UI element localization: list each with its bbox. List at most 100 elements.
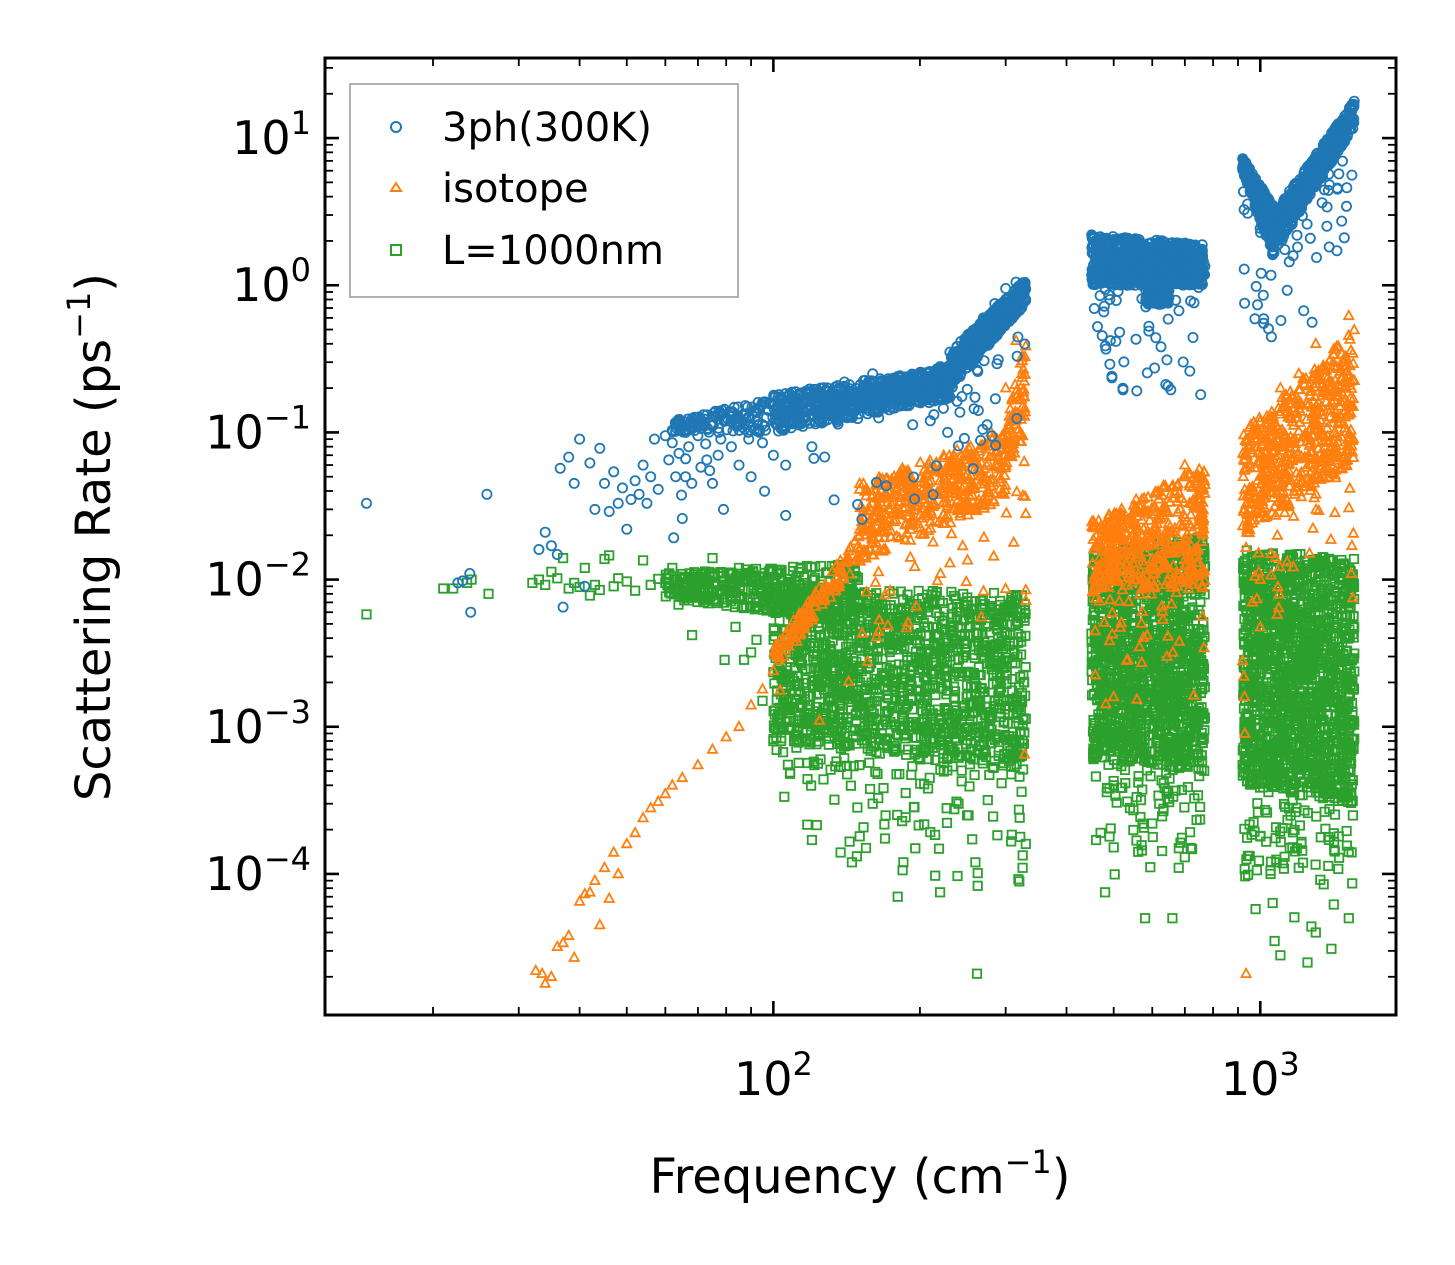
data-point bbox=[845, 690, 856, 702]
data-point bbox=[830, 761, 841, 772]
data-point bbox=[966, 682, 977, 693]
data-point bbox=[818, 774, 829, 785]
data-point bbox=[908, 801, 920, 813]
data-point bbox=[768, 623, 779, 634]
data-point bbox=[791, 595, 802, 606]
data-point bbox=[820, 639, 831, 650]
data-point bbox=[1012, 651, 1023, 662]
data-point bbox=[779, 791, 790, 802]
data-point bbox=[850, 732, 861, 743]
data-point bbox=[999, 626, 1010, 638]
data-point bbox=[777, 675, 788, 686]
data-point bbox=[882, 675, 893, 687]
data-point bbox=[951, 796, 962, 807]
data-point bbox=[1007, 727, 1019, 738]
data-point bbox=[839, 753, 850, 764]
data-point bbox=[971, 628, 982, 640]
data-point bbox=[669, 589, 680, 600]
data-point bbox=[799, 717, 811, 728]
data-point bbox=[719, 654, 730, 666]
data-point bbox=[872, 768, 883, 780]
data-point bbox=[735, 593, 746, 605]
data-point bbox=[871, 588, 882, 599]
data-point bbox=[1019, 727, 1030, 738]
data-point bbox=[802, 757, 813, 769]
data-point bbox=[987, 658, 998, 670]
data-point bbox=[854, 760, 865, 771]
data-point bbox=[802, 715, 813, 727]
data-point bbox=[829, 650, 840, 661]
data-point bbox=[878, 783, 889, 794]
data-point bbox=[674, 571, 686, 582]
data-point bbox=[844, 836, 855, 847]
data-point bbox=[1017, 850, 1028, 861]
data-point bbox=[845, 780, 857, 791]
data-point bbox=[989, 620, 1000, 631]
data-point bbox=[827, 703, 839, 714]
data-point bbox=[1001, 662, 1012, 673]
data-point bbox=[924, 746, 935, 757]
data-point bbox=[974, 699, 985, 710]
data-point bbox=[942, 678, 953, 690]
data-point bbox=[949, 669, 960, 680]
data-point bbox=[1012, 707, 1023, 718]
data-point bbox=[794, 649, 805, 660]
data-point bbox=[972, 868, 983, 879]
data-point bbox=[988, 811, 999, 822]
data-point bbox=[802, 819, 813, 830]
data-point bbox=[848, 730, 859, 741]
data-point bbox=[848, 761, 859, 772]
data-point bbox=[1011, 708, 1022, 719]
data-point bbox=[798, 677, 809, 689]
data-point bbox=[951, 666, 962, 678]
data-point bbox=[999, 753, 1010, 764]
data-point bbox=[988, 762, 999, 774]
data-point bbox=[968, 669, 980, 680]
data-point bbox=[858, 822, 869, 833]
data-point bbox=[961, 729, 973, 740]
data-point bbox=[711, 581, 722, 592]
data-point bbox=[879, 682, 891, 693]
data-point bbox=[924, 772, 935, 783]
data-point bbox=[1015, 671, 1026, 683]
data-point bbox=[822, 684, 833, 696]
data-point bbox=[985, 604, 997, 615]
data-point bbox=[841, 624, 852, 635]
data-point bbox=[952, 639, 963, 650]
data-point bbox=[863, 700, 874, 711]
data-point bbox=[836, 657, 847, 669]
data-point bbox=[930, 870, 941, 881]
data-point bbox=[942, 765, 953, 776]
data-point bbox=[708, 595, 719, 607]
data-point bbox=[859, 738, 870, 749]
data-point bbox=[779, 601, 790, 612]
data-point bbox=[889, 746, 900, 757]
data-point bbox=[896, 694, 907, 706]
data-point bbox=[891, 619, 902, 631]
data-point bbox=[852, 802, 863, 813]
data-point bbox=[808, 756, 819, 767]
data-point bbox=[975, 713, 987, 724]
data-point bbox=[751, 634, 762, 645]
data-point bbox=[739, 654, 750, 665]
data-point bbox=[958, 638, 970, 649]
data-point bbox=[1010, 736, 1022, 747]
data-point bbox=[885, 660, 896, 671]
data-point bbox=[1011, 590, 1022, 601]
data-point bbox=[776, 573, 787, 584]
data-point bbox=[814, 632, 825, 643]
data-point bbox=[697, 568, 708, 579]
data-point bbox=[952, 743, 963, 754]
data-point bbox=[870, 766, 881, 778]
data-point bbox=[834, 629, 845, 640]
data-point bbox=[924, 646, 935, 657]
data-point bbox=[967, 649, 979, 661]
data-point bbox=[783, 723, 794, 734]
data-point bbox=[907, 761, 918, 772]
data-point bbox=[898, 728, 910, 740]
data-point bbox=[900, 635, 911, 646]
data-point bbox=[980, 701, 991, 712]
data-point bbox=[929, 597, 940, 608]
data-point bbox=[993, 750, 1004, 762]
